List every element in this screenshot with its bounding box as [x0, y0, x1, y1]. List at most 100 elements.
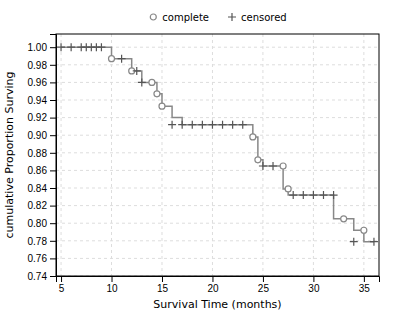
censored-marker: [67, 43, 75, 51]
legend-symbol: [228, 13, 236, 21]
y-tick-label: 0.90: [28, 130, 48, 141]
y-grid-line: [56, 188, 379, 189]
y-grid-line: [56, 258, 379, 259]
x-tick: 5: [59, 276, 65, 294]
y-grid-line: [56, 170, 379, 171]
y-tick-mark: [50, 206, 56, 207]
x-tick: 35: [359, 276, 371, 294]
y-tick: 0.78: [28, 236, 56, 247]
event-marker: [280, 163, 286, 169]
y-tick-label: 0.78: [28, 236, 48, 247]
y-tick: 0.86: [28, 165, 56, 176]
y-tick-label: 0.88: [28, 148, 48, 159]
censored-marker: [309, 191, 317, 199]
censored-marker: [330, 191, 338, 199]
y-tick-label: 1.00: [28, 42, 48, 53]
y-tick: 0.98: [28, 60, 56, 71]
x-tick: 30: [308, 276, 320, 294]
y-tick-mark: [50, 223, 56, 224]
survival-line: [61, 47, 374, 241]
x-tick-mark: [263, 276, 264, 282]
y-tick-label: 0.76: [28, 253, 48, 264]
x-grid-line: [212, 34, 213, 276]
y-grid-line: [56, 240, 379, 241]
censored-marker: [208, 121, 216, 129]
censored-marker: [259, 162, 267, 170]
y-tick-mark: [50, 135, 56, 136]
censored-marker: [299, 191, 307, 199]
y-tick-mark: [50, 258, 56, 259]
x-grid-line: [262, 34, 263, 276]
x-grid-line: [313, 34, 314, 276]
chart: 5 10 15 20 25 30 35 0.74 0.76 0.78 0.80 0.82 0.84 0.8…: [0, 0, 393, 314]
x-tick-mark: [313, 276, 314, 282]
x-tick: 15: [157, 276, 169, 294]
y-tick-label: 0.96: [28, 77, 48, 88]
censored-marker: [57, 43, 65, 51]
censored-marker: [168, 121, 176, 129]
legend-item: complete: [150, 12, 209, 23]
x-tick-label: 5: [59, 283, 65, 294]
x-grid-line: [111, 34, 112, 276]
y-axis: 0.740.760.780.800.820.840.860.880.900.92…: [28, 35, 57, 282]
x-axis-title: Survival Time (months): [153, 298, 281, 311]
censored-marker: [319, 191, 327, 199]
y-axis-title: cumulative Proportion Surving: [3, 72, 16, 239]
y-tick: 0.84: [28, 183, 56, 194]
y-tick: 0.96: [28, 77, 56, 88]
x-tick-label: 30: [308, 283, 320, 294]
y-tick-mark: [50, 170, 56, 171]
x-tick: 25: [258, 276, 270, 294]
y-tick: 0.82: [28, 200, 56, 211]
y-grid-line: [56, 205, 379, 206]
x-tick-label: 25: [258, 283, 270, 294]
event-marker: [341, 216, 347, 222]
marks: [57, 43, 378, 245]
x-tick-label: 35: [359, 283, 371, 294]
y-grid-line: [56, 64, 379, 65]
event-marker: [149, 79, 155, 85]
y-grid-line: [56, 82, 379, 83]
plot: 5 10 15 20 25 30 35 0.74 0.76 0.78 0.80 0.82 0.84 0.8…: [28, 34, 380, 294]
censored-marker: [229, 121, 237, 129]
x-axis: 5 10 15 20 25 30 35: [57, 276, 380, 294]
y-tick: 1.00: [28, 42, 56, 53]
censored-marker: [269, 162, 277, 170]
y-grid-line: [56, 152, 379, 153]
censored-marker: [219, 121, 227, 129]
y-tick-mark: [50, 47, 56, 48]
censored-marker: [97, 43, 105, 51]
y-tick-label: 0.80: [28, 218, 48, 229]
y-tick: 0.80: [28, 218, 56, 229]
y-tick-label: 0.74: [28, 271, 48, 282]
x-tick-label: 20: [207, 283, 219, 294]
y-tick: 0.76: [28, 253, 56, 264]
y-tick-label: 0.94: [28, 95, 48, 106]
y-tick-mark: [50, 241, 56, 242]
y-tick: 0.88: [28, 148, 56, 159]
x-tick: 10: [106, 276, 118, 294]
x-tick-label: 10: [106, 283, 118, 294]
x-tick: 20: [207, 276, 219, 294]
event-marker: [250, 134, 256, 140]
censored-marker: [133, 67, 141, 75]
y-grid-line: [56, 135, 379, 136]
event-marker: [255, 157, 261, 163]
y-tick: 0.90: [28, 130, 56, 141]
y-tick: 0.94: [28, 95, 56, 106]
y-tick-mark: [50, 118, 56, 119]
censored-marker: [138, 78, 146, 86]
y-tick-mark: [50, 100, 56, 101]
plot-frame: [56, 34, 379, 276]
y-grid-line: [56, 223, 379, 224]
censored-marker: [198, 121, 206, 129]
y-axis-line: [50, 35, 57, 277]
x-axis-line: [57, 277, 380, 283]
y-tick-label: 0.98: [28, 60, 48, 71]
event-marker: [285, 186, 291, 192]
x-tick-mark: [364, 276, 365, 282]
censored-marker: [178, 121, 186, 129]
x-grid-line: [61, 34, 62, 276]
y-tick-label: 0.84: [28, 183, 48, 194]
y-tick-label: 0.82: [28, 200, 48, 211]
